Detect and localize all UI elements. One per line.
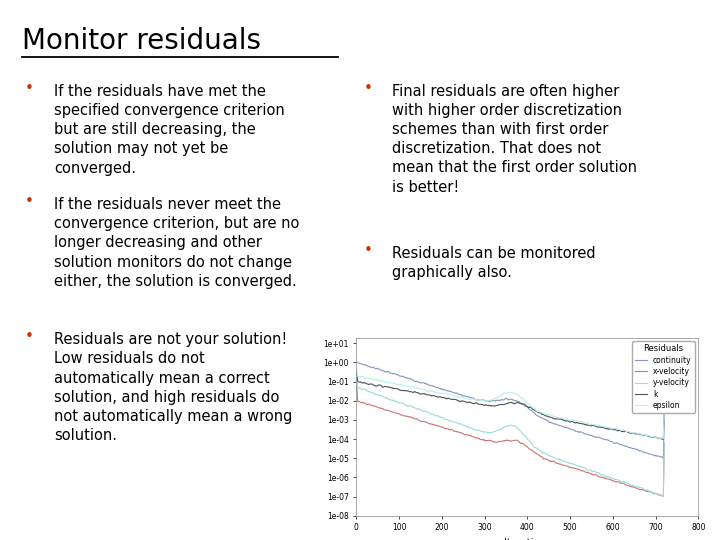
Text: •: • [25, 329, 34, 345]
X-axis label: Iterations: Iterations [504, 538, 551, 540]
Text: Residuals can be monitored
graphically also.: Residuals can be monitored graphically a… [392, 246, 596, 280]
Text: •: • [364, 243, 372, 258]
y-velocity [437, 414, 446, 421]
k [658, 436, 667, 442]
y-velocity [546, 453, 554, 460]
y-velocity [659, 493, 667, 500]
epsilon [353, 367, 361, 374]
epsilon [358, 373, 366, 380]
y-velocity [660, 440, 669, 446]
x-velocity [421, 418, 430, 425]
Text: Final residuals are often higher
with higher order discretization
schemes than w: Final residuals are often higher with hi… [392, 84, 637, 195]
epsilon [421, 387, 430, 393]
Line: y-velocity: y-velocity [357, 378, 665, 496]
y-velocity [421, 408, 430, 415]
continuity [660, 416, 669, 423]
continuity [421, 380, 430, 387]
epsilon [546, 411, 554, 418]
k [660, 405, 669, 411]
x-velocity [660, 440, 669, 447]
Text: If the residuals never meet the
convergence criterion, but are no
longer decreas: If the residuals never meet the converge… [54, 197, 300, 289]
epsilon [554, 415, 563, 421]
continuity [437, 386, 446, 393]
x-velocity [554, 461, 563, 467]
k [353, 370, 361, 377]
x-velocity [353, 383, 361, 389]
continuity [659, 455, 667, 461]
Text: Monitor residuals: Monitor residuals [22, 27, 261, 55]
x-velocity [659, 493, 667, 500]
continuity [358, 361, 366, 368]
x-velocity [390, 409, 398, 416]
Text: •: • [25, 194, 34, 210]
y-velocity [353, 375, 361, 381]
continuity [353, 359, 361, 366]
y-velocity [554, 456, 563, 462]
Line: k: k [357, 374, 665, 439]
y-velocity [390, 397, 398, 404]
Line: x-velocity: x-velocity [357, 386, 665, 496]
Legend: continuity, x-velocity, y-velocity, k, epsilon: continuity, x-velocity, y-velocity, k, e… [632, 341, 695, 413]
k [358, 380, 366, 386]
k [546, 414, 554, 420]
epsilon [437, 390, 446, 396]
k [390, 386, 398, 392]
continuity [546, 419, 554, 426]
epsilon [660, 405, 669, 411]
continuity [390, 370, 398, 377]
x-velocity [546, 458, 554, 464]
epsilon [656, 435, 665, 442]
Text: If the residuals have met the
specified convergence criterion
but are still decr: If the residuals have met the specified … [54, 84, 284, 176]
continuity [554, 422, 563, 429]
k [437, 394, 446, 401]
Line: epsilon: epsilon [357, 370, 665, 438]
k [421, 390, 430, 397]
y-velocity [358, 386, 366, 393]
Text: •: • [25, 81, 34, 96]
Text: Residuals are not your solution!
Low residuals do not
automatically mean a corre: Residuals are not your solution! Low res… [54, 332, 292, 443]
epsilon [390, 380, 398, 386]
Line: continuity: continuity [357, 362, 665, 458]
Text: •: • [364, 81, 372, 96]
x-velocity [358, 399, 366, 406]
x-velocity [437, 424, 446, 430]
k [554, 416, 563, 422]
